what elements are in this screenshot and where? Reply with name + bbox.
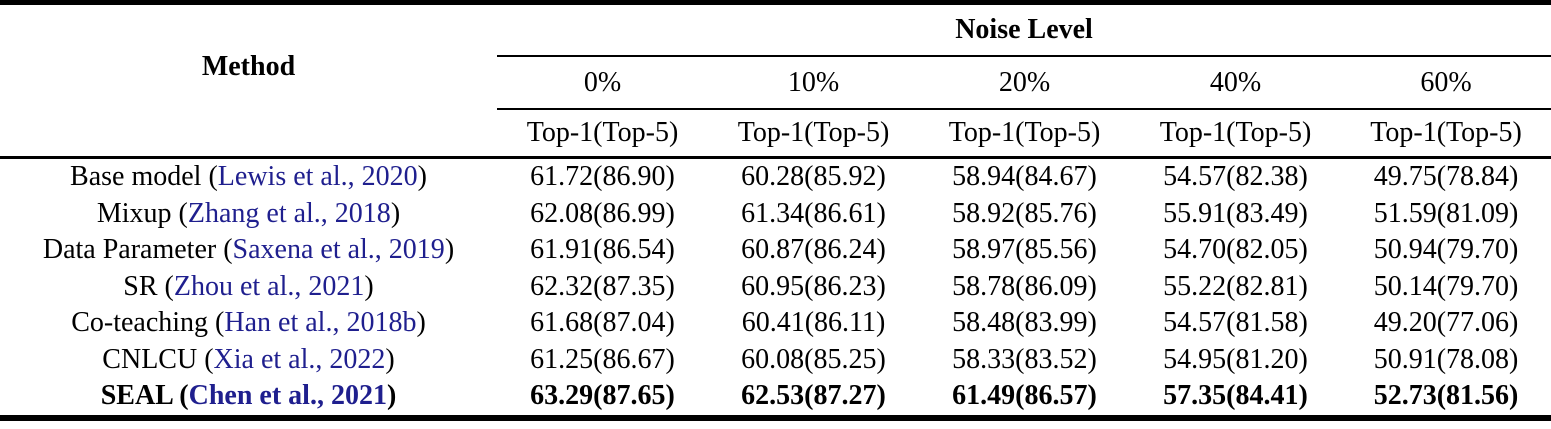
value-cell: 60.95(86.23) [741, 270, 886, 302]
value-cell: 63.29(87.65) [530, 380, 675, 412]
value-cell: 60.41(86.11) [741, 307, 886, 339]
method-paren-close: ) [390, 197, 401, 229]
method-paren-close: ) [385, 343, 395, 375]
method-cell: Co-teaching (Han et al., 2018b) [0, 305, 497, 342]
value-cell: 50.14(79.70) [1373, 270, 1519, 302]
value-cell: 55.91(83.49) [1163, 197, 1308, 229]
subheader-top1-top5: Top-1(Top-5) [1370, 117, 1522, 148]
value-cell: 60.87(86.24) [741, 234, 886, 266]
value-cell: 49.20(77.06) [1373, 307, 1519, 339]
method-cell: SR (Zhou et al., 2021) [0, 269, 497, 306]
noise-level-header-20pct: 20% [919, 56, 1130, 110]
subheader-top1-top5: Top-1(Top-5) [948, 117, 1101, 148]
subheader-top1-top5: Top-1(Top-5) [737, 117, 890, 148]
method-name: Mixup ( [96, 197, 188, 229]
citation-link[interactable]: Xia et al., 2022 [213, 343, 386, 375]
value-cell: 58.78(86.09) [952, 270, 1097, 302]
noise-level-header-40pct: 40% [1130, 56, 1341, 110]
method-column-header: Method [201, 50, 296, 82]
value-cell: 58.33(83.52) [952, 343, 1097, 375]
method-cell: Base model (Lewis et al., 2020) [0, 156, 497, 196]
method-cell: Mixup (Zhang et al., 2018) [0, 196, 497, 233]
noise-level-header-0pct: 0% [497, 56, 708, 110]
table-row: SEAL (Chen et al., 2021) 63.29(87.65) 62.5… [0, 378, 1551, 415]
method-cell: Data Parameter (Saxena et al., 2019) [0, 232, 497, 269]
citation-link[interactable]: Saxena et al., 2019 [232, 234, 445, 266]
citation-link[interactable]: Chen et al., 2021 [188, 380, 387, 412]
method-cell: SEAL (Chen et al., 2021) [0, 378, 497, 415]
value-cell: 61.49(86.57) [952, 380, 1097, 412]
method-name: Base model ( [70, 161, 218, 193]
value-cell: 50.91(78.08) [1373, 343, 1519, 375]
value-cell: 51.59(81.09) [1373, 197, 1519, 229]
value-cell: 50.94(79.70) [1373, 234, 1519, 266]
subheader-top1-top5: Top-1(Top-5) [1159, 117, 1312, 148]
value-cell: 58.48(83.99) [952, 307, 1097, 339]
value-cell: 58.97(85.56) [952, 234, 1097, 266]
value-cell: 62.53(87.27) [741, 380, 886, 412]
method-name: Co-teaching ( [71, 307, 225, 339]
method-cell: CNLCU (Xia et al., 2022) [0, 342, 497, 379]
value-cell: 54.57(81.58) [1163, 307, 1308, 339]
value-cell: 62.08(86.99) [530, 197, 675, 229]
citation-link[interactable]: Zhang et al., 2018 [187, 197, 391, 229]
method-paren-close: ) [444, 234, 455, 266]
noise-level-results-table: Method Noise Level 0% 10% 20% 40% 60% Top-1(… [0, 5, 1551, 415]
value-cell: 61.25(86.67) [530, 343, 675, 375]
value-cell: 58.94(84.67) [919, 156, 1130, 196]
citation-link[interactable]: Lewis et al., 2020 [217, 161, 418, 193]
method-name: SEAL ( [100, 380, 189, 412]
method-paren-close: ) [417, 161, 427, 193]
citation-link[interactable]: Zhou et al., 2021 [173, 270, 365, 302]
noise-level-header-60pct: 60% [1341, 56, 1551, 110]
value-cell: 61.91(86.54) [530, 234, 675, 266]
value-cell: 61.72(86.90) [497, 156, 708, 196]
table-row: SR (Zhou et al., 2021) 62.32(87.35) 60.95(… [0, 269, 1551, 306]
method-name: Data Parameter ( [42, 234, 233, 266]
value-cell: 54.57(82.38) [1130, 156, 1341, 196]
value-cell: 61.34(86.61) [741, 197, 886, 229]
value-cell: 54.95(81.20) [1163, 343, 1308, 375]
method-paren-close: ) [386, 380, 397, 412]
table-row: Base model (Lewis et al., 2020) 61.72(86.… [0, 156, 1551, 196]
table-row: Mixup (Zhang et al., 2018) 62.08(86.99) 61… [0, 196, 1551, 233]
noise-level-group-header: Noise Level [497, 5, 1551, 57]
value-cell: 52.73(81.56) [1373, 380, 1519, 412]
value-cell: 61.68(87.04) [530, 307, 675, 339]
table-row: Co-teaching (Han et al., 2018b) 61.68(87.… [0, 305, 1551, 342]
value-cell: 55.22(82.81) [1163, 270, 1308, 302]
method-paren-close: ) [416, 307, 426, 339]
value-cell: 49.75(78.84) [1341, 156, 1551, 196]
subheader-top1-top5: Top-1(Top-5) [526, 117, 679, 148]
citation-link[interactable]: Han et al., 2018b [224, 307, 417, 339]
value-cell: 57.35(84.41) [1163, 380, 1308, 412]
noise-level-header-10pct: 10% [708, 56, 919, 110]
table-row: CNLCU (Xia et al., 2022) 61.25(86.67) 60.0… [0, 342, 1551, 379]
value-cell: 58.92(85.76) [952, 197, 1097, 229]
value-cell: 60.08(85.25) [741, 343, 886, 375]
table-row: Data Parameter (Saxena et al., 2019) 61.9… [0, 232, 1551, 269]
value-cell: 60.28(85.92) [708, 156, 919, 196]
value-cell: 54.70(82.05) [1163, 234, 1308, 266]
method-name: SR ( [123, 270, 174, 302]
method-paren-close: ) [364, 270, 374, 302]
value-cell: 62.32(87.35) [530, 270, 675, 302]
method-name: CNLCU ( [102, 343, 214, 375]
